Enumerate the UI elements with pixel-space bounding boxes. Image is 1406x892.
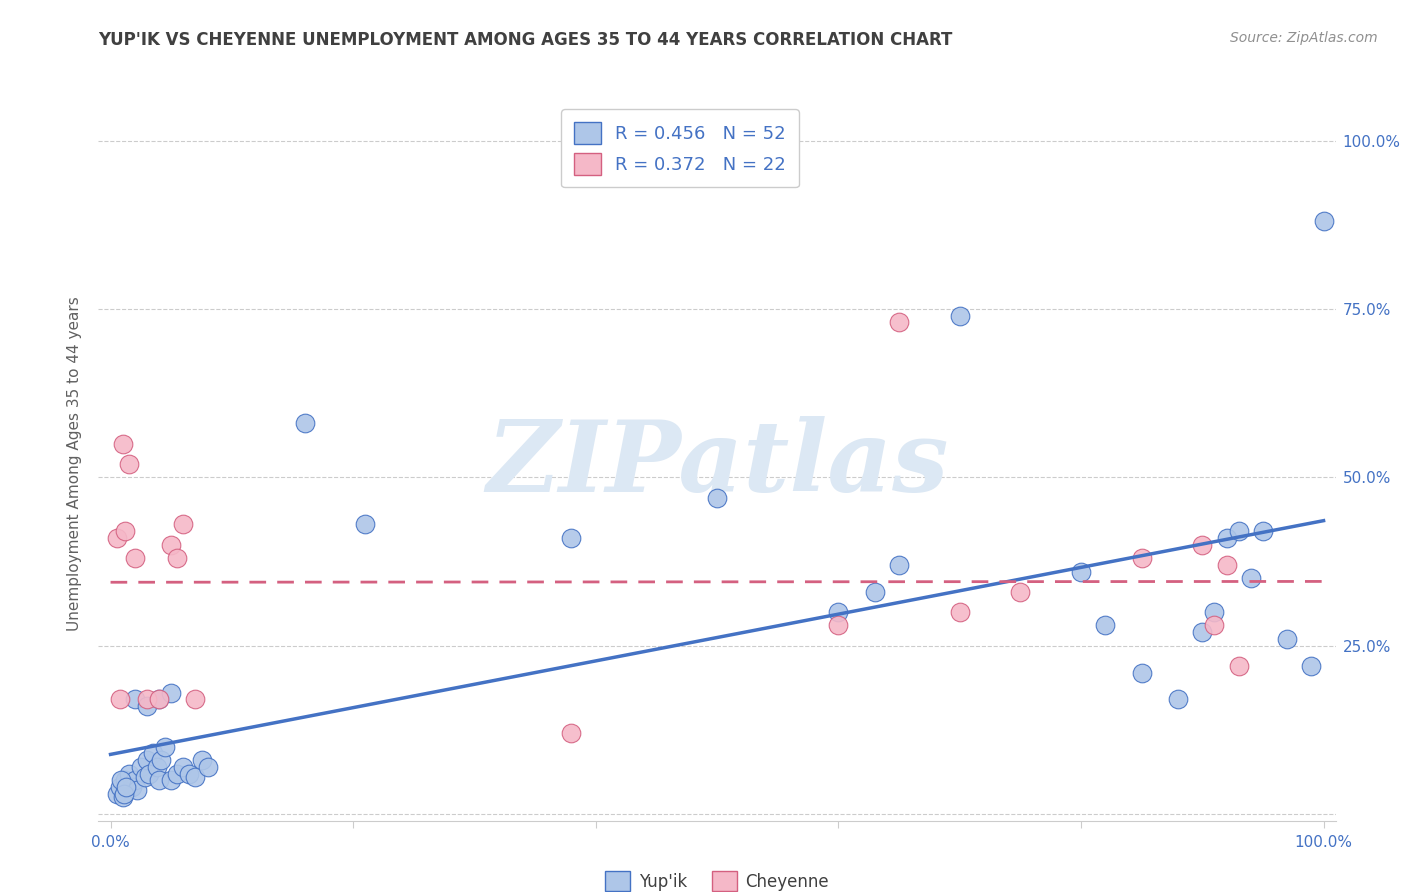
Point [706, 491, 728, 505]
Point [111, 436, 134, 450]
Point [1251, 524, 1274, 538]
Point [136, 692, 159, 706]
Point [1301, 658, 1323, 673]
Point [148, 692, 170, 706]
Point [127, 783, 149, 797]
Point [118, 457, 141, 471]
Point [887, 316, 910, 330]
Point [160, 686, 183, 700]
Point [134, 770, 156, 784]
Text: YUP'IK VS CHEYENNE UNEMPLOYMENT AMONG AGES 35 TO 44 YEARS CORRELATION CHART: YUP'IK VS CHEYENNE UNEMPLOYMENT AMONG AG… [98, 31, 953, 49]
Point [110, 692, 132, 706]
Point [145, 760, 167, 774]
Point [114, 773, 136, 788]
Point [294, 417, 316, 431]
Point [1215, 558, 1237, 572]
Point [827, 605, 849, 619]
Point [129, 760, 152, 774]
Point [138, 766, 160, 780]
Point [190, 753, 212, 767]
Point [136, 699, 159, 714]
Point [949, 309, 972, 323]
Point [1227, 524, 1250, 538]
Point [136, 753, 159, 767]
Point [105, 531, 128, 545]
Point [887, 558, 910, 572]
Point [153, 739, 176, 754]
Point [148, 692, 170, 706]
Point [184, 692, 207, 706]
Point [1167, 692, 1189, 706]
Legend: Yup'ik, Cheyenne: Yup'ik, Cheyenne [599, 864, 835, 892]
Point [1240, 571, 1263, 585]
Point [1130, 551, 1153, 566]
Point [160, 538, 183, 552]
Point [148, 773, 170, 788]
Point [172, 760, 194, 774]
Point [179, 766, 201, 780]
Point [110, 780, 132, 794]
Point [1227, 658, 1250, 673]
Point [1130, 665, 1153, 680]
Point [1204, 618, 1226, 632]
Point [142, 747, 165, 761]
Point [160, 773, 183, 788]
Point [949, 605, 972, 619]
Point [114, 524, 136, 538]
Point [1191, 625, 1213, 640]
Point [166, 551, 188, 566]
Point [1094, 618, 1116, 632]
Y-axis label: Unemployment Among Ages 35 to 44 years: Unemployment Among Ages 35 to 44 years [67, 296, 83, 632]
Point [1191, 538, 1213, 552]
Point [124, 773, 146, 788]
Point [197, 760, 219, 774]
Point [150, 753, 173, 767]
Text: ZIPatlas: ZIPatlas [486, 416, 948, 512]
Point [1312, 214, 1334, 228]
Point [172, 517, 194, 532]
Point [121, 780, 143, 794]
Point [124, 551, 146, 566]
Point [863, 584, 886, 599]
Point [184, 770, 207, 784]
Point [105, 787, 128, 801]
Text: Source: ZipAtlas.com: Source: ZipAtlas.com [1230, 31, 1378, 45]
Point [111, 790, 134, 805]
Point [115, 780, 138, 794]
Point [124, 692, 146, 706]
Point [112, 787, 135, 801]
Point [560, 726, 582, 740]
Point [354, 517, 377, 532]
Point [1070, 565, 1092, 579]
Point [1204, 605, 1226, 619]
Point [118, 766, 141, 780]
Point [1010, 584, 1032, 599]
Point [1215, 531, 1237, 545]
Point [560, 531, 582, 545]
Point [827, 618, 849, 632]
Point [110, 773, 132, 788]
Point [1275, 632, 1298, 646]
Point [166, 766, 188, 780]
